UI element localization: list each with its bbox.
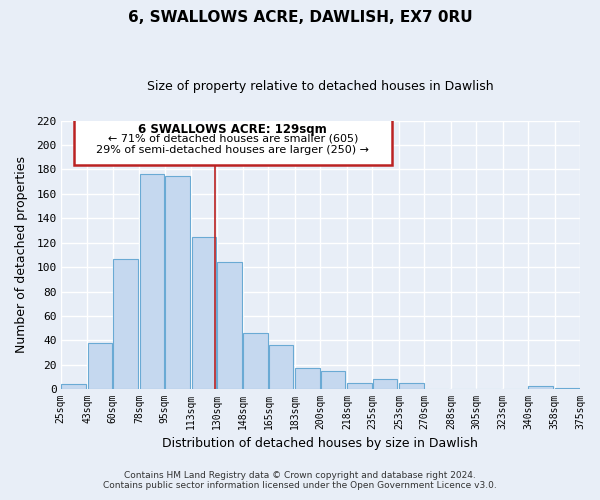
Bar: [140, 174, 164, 389]
Bar: [555, 388, 580, 389]
Bar: [113, 258, 137, 389]
Bar: [74, 118, 392, 164]
Bar: [88, 343, 112, 389]
Bar: [269, 346, 293, 389]
Text: 6, SWALLOWS ACRE, DAWLISH, EX7 0RU: 6, SWALLOWS ACRE, DAWLISH, EX7 0RU: [128, 10, 472, 25]
Text: ← 71% of detached houses are smaller (605): ← 71% of detached houses are smaller (60…: [107, 134, 358, 144]
X-axis label: Distribution of detached houses by size in Dawlish: Distribution of detached houses by size …: [163, 437, 478, 450]
Bar: [191, 236, 217, 389]
Text: 29% of semi-detached houses are larger (250) →: 29% of semi-detached houses are larger (…: [97, 145, 370, 155]
Bar: [217, 262, 242, 389]
Bar: [61, 384, 86, 389]
Bar: [295, 368, 320, 389]
Text: 6 SWALLOWS ACRE: 129sqm: 6 SWALLOWS ACRE: 129sqm: [139, 123, 327, 136]
Bar: [528, 386, 553, 389]
Bar: [165, 176, 190, 389]
Bar: [373, 380, 397, 389]
Bar: [347, 383, 372, 389]
Bar: [244, 333, 268, 389]
Bar: [399, 383, 424, 389]
Bar: [320, 371, 346, 389]
Text: Contains HM Land Registry data © Crown copyright and database right 2024.
Contai: Contains HM Land Registry data © Crown c…: [103, 470, 497, 490]
Y-axis label: Number of detached properties: Number of detached properties: [15, 156, 28, 354]
Title: Size of property relative to detached houses in Dawlish: Size of property relative to detached ho…: [147, 80, 494, 93]
